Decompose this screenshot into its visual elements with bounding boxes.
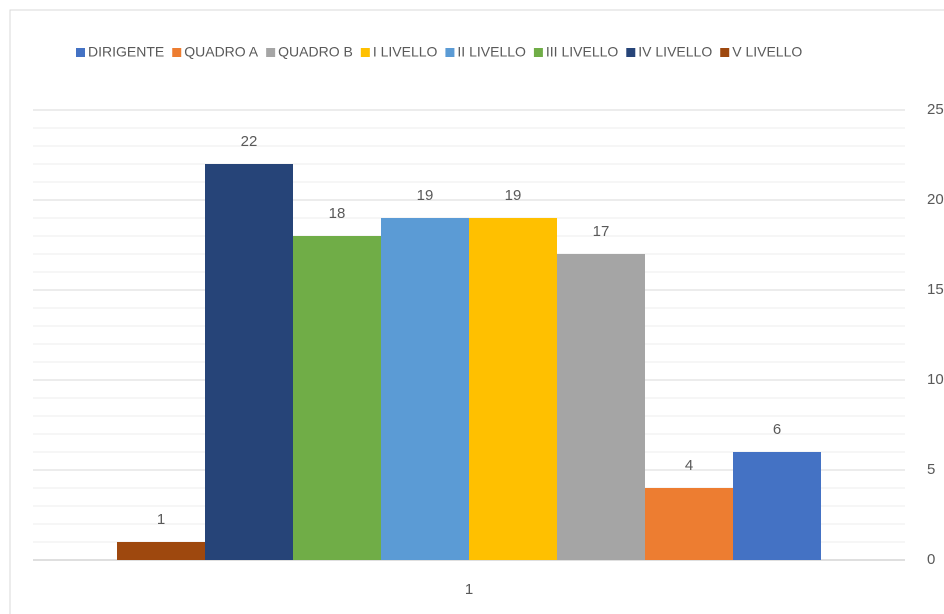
y-tick-label: 20 — [927, 191, 944, 208]
data-label: 17 — [593, 223, 610, 240]
bar — [293, 236, 381, 560]
legend-swatch — [76, 48, 85, 57]
y-tick-label: 25 — [927, 101, 944, 118]
y-tick-label: 15 — [927, 281, 944, 298]
legend-label: III LIVELLO — [546, 44, 618, 60]
legend-swatch — [266, 48, 276, 57]
legend-swatch — [445, 48, 455, 57]
bar — [205, 164, 293, 560]
data-label: 1 — [157, 511, 165, 528]
bar — [645, 488, 733, 560]
bars — [117, 164, 821, 560]
legend-label: V LIVELLO — [732, 44, 802, 60]
bar — [557, 254, 645, 560]
data-label: 19 — [417, 187, 434, 204]
bar — [117, 542, 205, 560]
bar — [469, 218, 557, 560]
data-label: 19 — [505, 187, 522, 204]
bar — [733, 452, 821, 560]
legend-label: II LIVELLO — [457, 44, 526, 60]
legend-label: DIRIGENTE — [88, 44, 164, 60]
legend-swatch — [360, 48, 370, 57]
x-tick-label: 1 — [465, 581, 473, 598]
legend-swatch — [533, 48, 543, 57]
legend-label: QUADRO B — [278, 44, 353, 60]
legend-swatch — [720, 48, 730, 57]
legend-label: I LIVELLO — [373, 44, 438, 60]
data-label: 22 — [241, 133, 258, 150]
data-label: 18 — [329, 205, 346, 222]
bar — [381, 218, 469, 560]
legend-swatch — [626, 48, 636, 57]
data-label: 4 — [685, 457, 693, 474]
legend: DIRIGENTE QUADRO A QUADRO B I LIVELLO II LIV… — [76, 44, 802, 60]
y-tick-label: 0 — [927, 551, 935, 568]
legend-swatch — [172, 48, 182, 57]
data-label: 6 — [773, 421, 781, 438]
labels: 0 5 10 15 20 25 1 6 4 17 19 19 18 22 1 — [157, 101, 944, 598]
legend-label: QUADRO A — [184, 44, 259, 60]
legend-label: IV LIVELLO — [638, 44, 712, 60]
y-tick-label: 5 — [927, 461, 935, 478]
y-tick-label: 10 — [927, 371, 944, 388]
